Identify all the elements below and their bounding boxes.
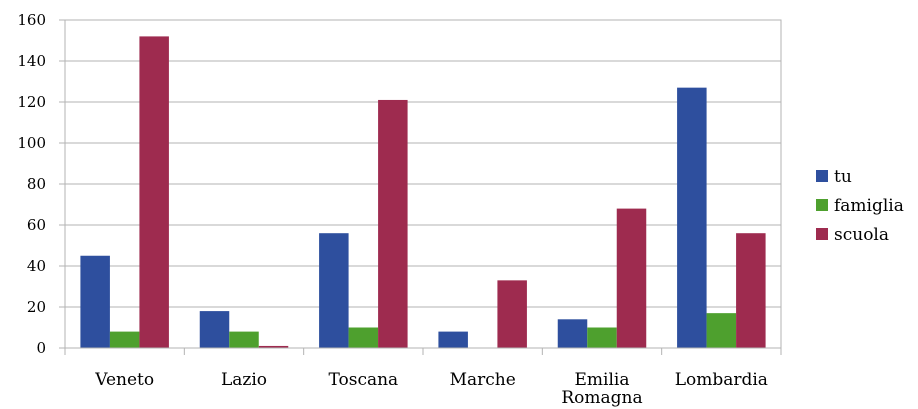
y-tick-label: 140 (17, 52, 46, 70)
legend-swatch-scuola (816, 228, 828, 240)
bar-tu-1 (199, 311, 230, 348)
bars (80, 36, 766, 349)
y-tick-label: 160 (17, 11, 46, 29)
legend-label-tu: tu (834, 167, 852, 187)
legend-swatch-famiglia (816, 199, 828, 211)
bar-famiglia-5 (706, 313, 737, 348)
legend: tu famiglia scuola (816, 167, 904, 245)
x-category-label: Emilia (575, 370, 630, 390)
y-tick-label: 60 (27, 216, 46, 234)
bar-scuola-3 (497, 280, 527, 348)
legend-swatch-tu (816, 170, 828, 182)
legend-label-famiglia: famiglia (834, 196, 904, 216)
bar-famiglia-0 (109, 331, 140, 348)
y-tick-label: 20 (27, 298, 46, 316)
y-tick-label: 40 (27, 257, 46, 275)
bar-scuola-0 (139, 36, 169, 349)
bar-tu-5 (677, 87, 707, 349)
x-category-label: Romagna (561, 388, 642, 408)
y-axis-ticks: 0 20 40 60 80 100 120 140 160 (17, 11, 65, 357)
bar-famiglia-2 (348, 327, 379, 348)
bar-scuola-5 (736, 233, 766, 348)
y-tick-label: 80 (27, 175, 46, 193)
x-category-label: Marche (450, 370, 516, 390)
bar-famiglia-4 (587, 327, 617, 348)
bar-tu-0 (80, 255, 110, 348)
bar-scuola-2 (378, 99, 408, 348)
y-tick-label: 100 (17, 134, 46, 152)
legend-label-scuola: scuola (834, 225, 889, 245)
x-category-label: Lazio (221, 370, 267, 390)
y-tick-label: 120 (17, 93, 46, 111)
bar-tu-4 (557, 319, 588, 348)
x-category-label: Lombardia (675, 370, 768, 390)
bar-tu-3 (438, 331, 468, 348)
bar-scuola-1 (258, 345, 289, 348)
y-tick-label: 0 (36, 339, 46, 357)
bar-scuola-4 (616, 208, 647, 348)
gridlines (65, 60, 781, 308)
x-category-label: Toscana (328, 370, 398, 390)
x-category-label: Veneto (94, 370, 154, 390)
bar-famiglia-1 (229, 331, 259, 348)
bar-tu-2 (319, 233, 349, 348)
